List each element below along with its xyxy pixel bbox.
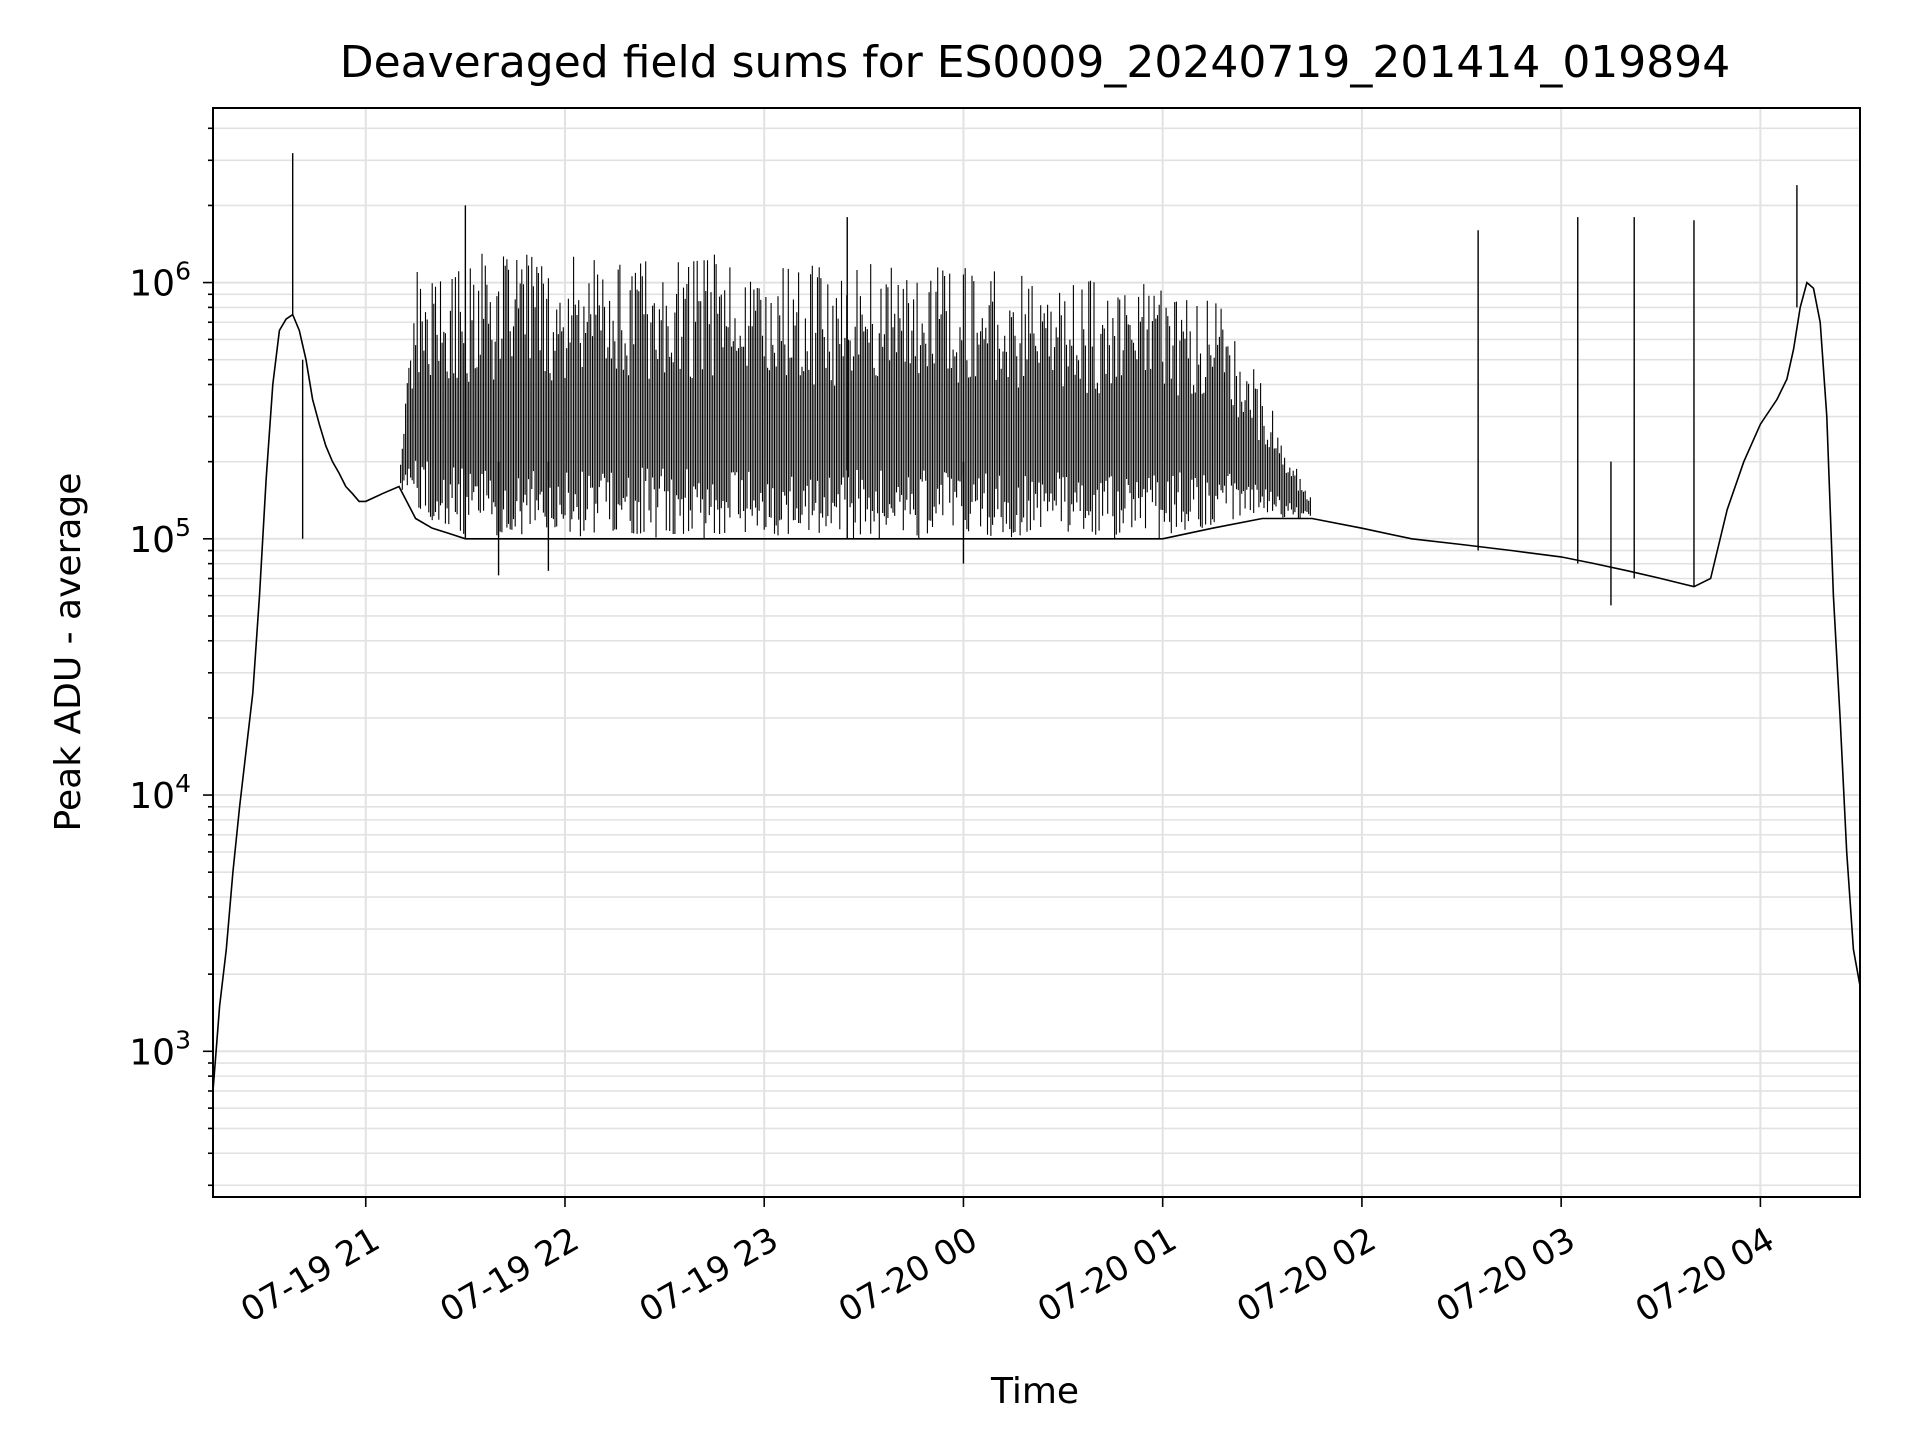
series-band-segment (531, 256, 564, 528)
series-layer (212, 153, 1861, 1092)
y-tick-exponent: 6 (175, 257, 191, 286)
series-band-segment (614, 261, 664, 538)
series-band-segment (863, 264, 913, 539)
x-axis-label: Time (990, 1371, 1079, 1412)
series-0-line (212, 281, 1861, 1092)
series-band-segment (1211, 303, 1262, 523)
series-band-segment (1162, 300, 1212, 534)
chart-title: Deaveraged field sums for ES0009_2024071… (340, 37, 1731, 88)
series-band-segment (664, 260, 714, 539)
y-tick-exponent: 3 (175, 1025, 191, 1054)
y-tick-exponent: 5 (175, 513, 191, 542)
y-tick-label: 105 (129, 513, 191, 561)
y-tick-mantissa: 10 (129, 520, 175, 561)
y-tick-label: 106 (129, 257, 191, 305)
series-band-segment (481, 253, 498, 536)
series-band-segment (713, 254, 764, 534)
y-tick-mantissa: 10 (129, 776, 175, 817)
series-band-segment (400, 323, 415, 490)
x-gridlines (364, 108, 1762, 1197)
y-tick-exponent: 4 (175, 769, 191, 798)
y-tick-mantissa: 10 (129, 264, 175, 305)
series-band-segment (431, 281, 448, 524)
series-band-segment (415, 272, 432, 517)
series-band-segment (498, 254, 531, 535)
series-band-segment (962, 268, 1013, 538)
series-band-segment (913, 267, 963, 539)
series-band-segment (448, 271, 465, 534)
y-minor-gridlines (213, 127, 1860, 1187)
series-band-segment (1112, 284, 1162, 539)
y-tick-label: 104 (129, 769, 191, 817)
series-band-segment (564, 256, 614, 537)
y-tick-label: 103 (129, 1025, 191, 1073)
series-band-segment (1062, 280, 1112, 535)
y-axis-label: Peak ADU - average (48, 473, 89, 832)
y-tick-mantissa: 10 (129, 1032, 175, 1073)
series-band-segment (1012, 275, 1062, 536)
series-band-segment (763, 265, 813, 536)
series-band-segment (1261, 406, 1311, 519)
plot-frame (212, 107, 1861, 1198)
